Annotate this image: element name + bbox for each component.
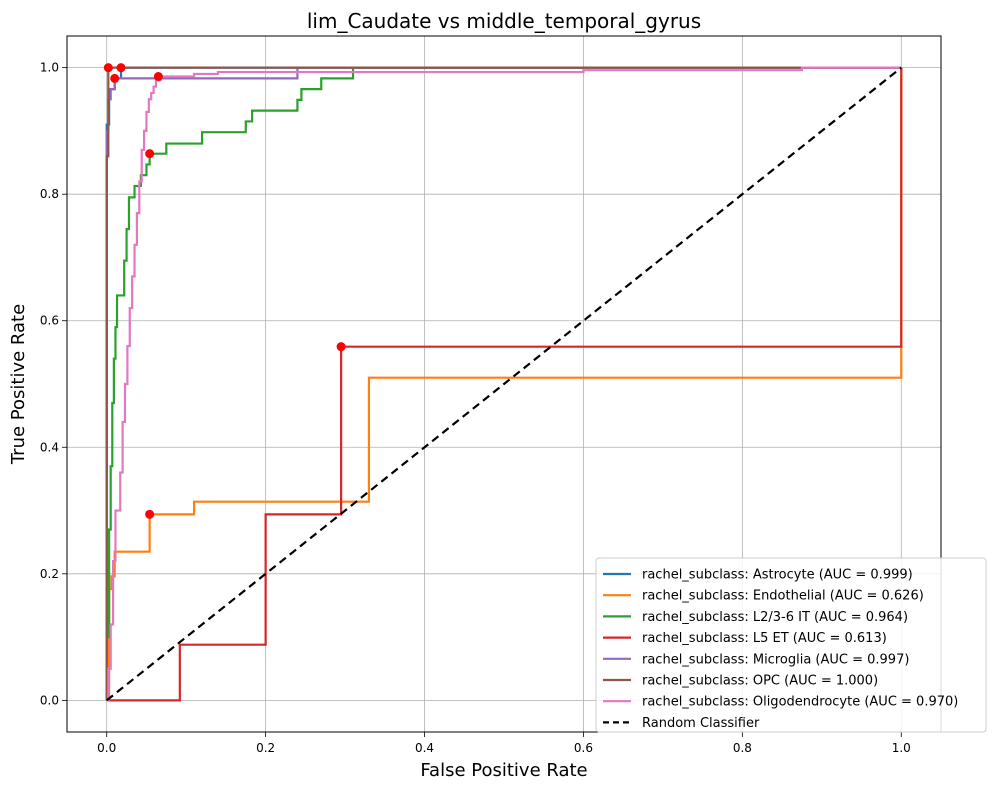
- x-tick-label: 0.0: [97, 741, 116, 755]
- legend-label-microglia: rachel_subclass: Microglia (AUC = 0.997): [642, 652, 909, 667]
- legend-label-l2-3-6-it: rachel_subclass: L2/3-6 IT (AUC = 0.964): [642, 610, 908, 625]
- x-tick-label: 0.6: [574, 741, 593, 755]
- roc-line-oligodendrocyte: [106, 66, 902, 702]
- plot-frame: [66, 35, 942, 733]
- x-tick-label: 0.2: [256, 741, 275, 755]
- legend-label-random-classifier: Random Classifier: [642, 716, 760, 731]
- roc-line-l5-et: [106, 67, 903, 702]
- optimal-point-l5-et: [336, 342, 346, 352]
- optimal-point-l2-3-6-it: [145, 149, 155, 159]
- legend-label-l5-et: rachel_subclass: L5 ET (AUC = 0.613): [642, 631, 887, 646]
- optimal-point-opc: [103, 63, 113, 73]
- y-tick-label: 0.4: [40, 440, 59, 454]
- x-axis-label: False Positive Rate: [420, 760, 587, 781]
- random-classifier-line: [106, 66, 902, 702]
- y-tick-label: 0.2: [40, 567, 59, 581]
- legend-label-oligodendrocyte: rachel_subclass: Oligodendrocyte (AUC = …: [642, 695, 958, 710]
- roc-line-opc: [105, 66, 902, 701]
- legend: rachel_subclass: Astrocyte (AUC = 0.999)…: [595, 557, 987, 733]
- y-axis-label: True Positive Rate: [8, 304, 29, 465]
- legend-label-endothelial: rachel_subclass: Endothelial (AUC = 0.62…: [642, 589, 924, 604]
- x-axis: 0.0 0.2 0.4 0.6 0.8 1.0: [97, 732, 911, 755]
- roc-line-l2-3-6-it: [105, 66, 902, 701]
- grid: [67, 36, 941, 732]
- optimal-point-endothelial: [145, 509, 155, 519]
- y-tick-label: 0.0: [40, 693, 59, 707]
- legend-box: [595, 557, 987, 733]
- optimal-point-microglia: [110, 73, 120, 83]
- optimal-point-oligodendrocyte: [153, 71, 163, 81]
- x-tick-label: 1.0: [892, 741, 911, 755]
- x-tick-label: 0.8: [733, 741, 752, 755]
- plot-lines: [105, 66, 903, 702]
- optimal-points: [103, 63, 346, 519]
- y-tick-label: 1.0: [40, 61, 59, 75]
- y-tick-label: 0.6: [40, 314, 59, 328]
- y-tick-label: 0.8: [40, 187, 59, 201]
- legend-label-astrocyte: rachel_subclass: Astrocyte (AUC = 0.999): [642, 568, 913, 583]
- legend-label-opc: rachel_subclass: OPC (AUC = 1.000): [642, 674, 878, 689]
- chart-title: lim_Caudate vs middle_temporal_gyrus: [307, 9, 701, 33]
- y-axis: 0.0 0.2 0.4 0.6 0.8 1.0: [40, 61, 67, 707]
- x-tick-label: 0.4: [415, 741, 434, 755]
- optimal-point-astrocyte: [116, 63, 126, 73]
